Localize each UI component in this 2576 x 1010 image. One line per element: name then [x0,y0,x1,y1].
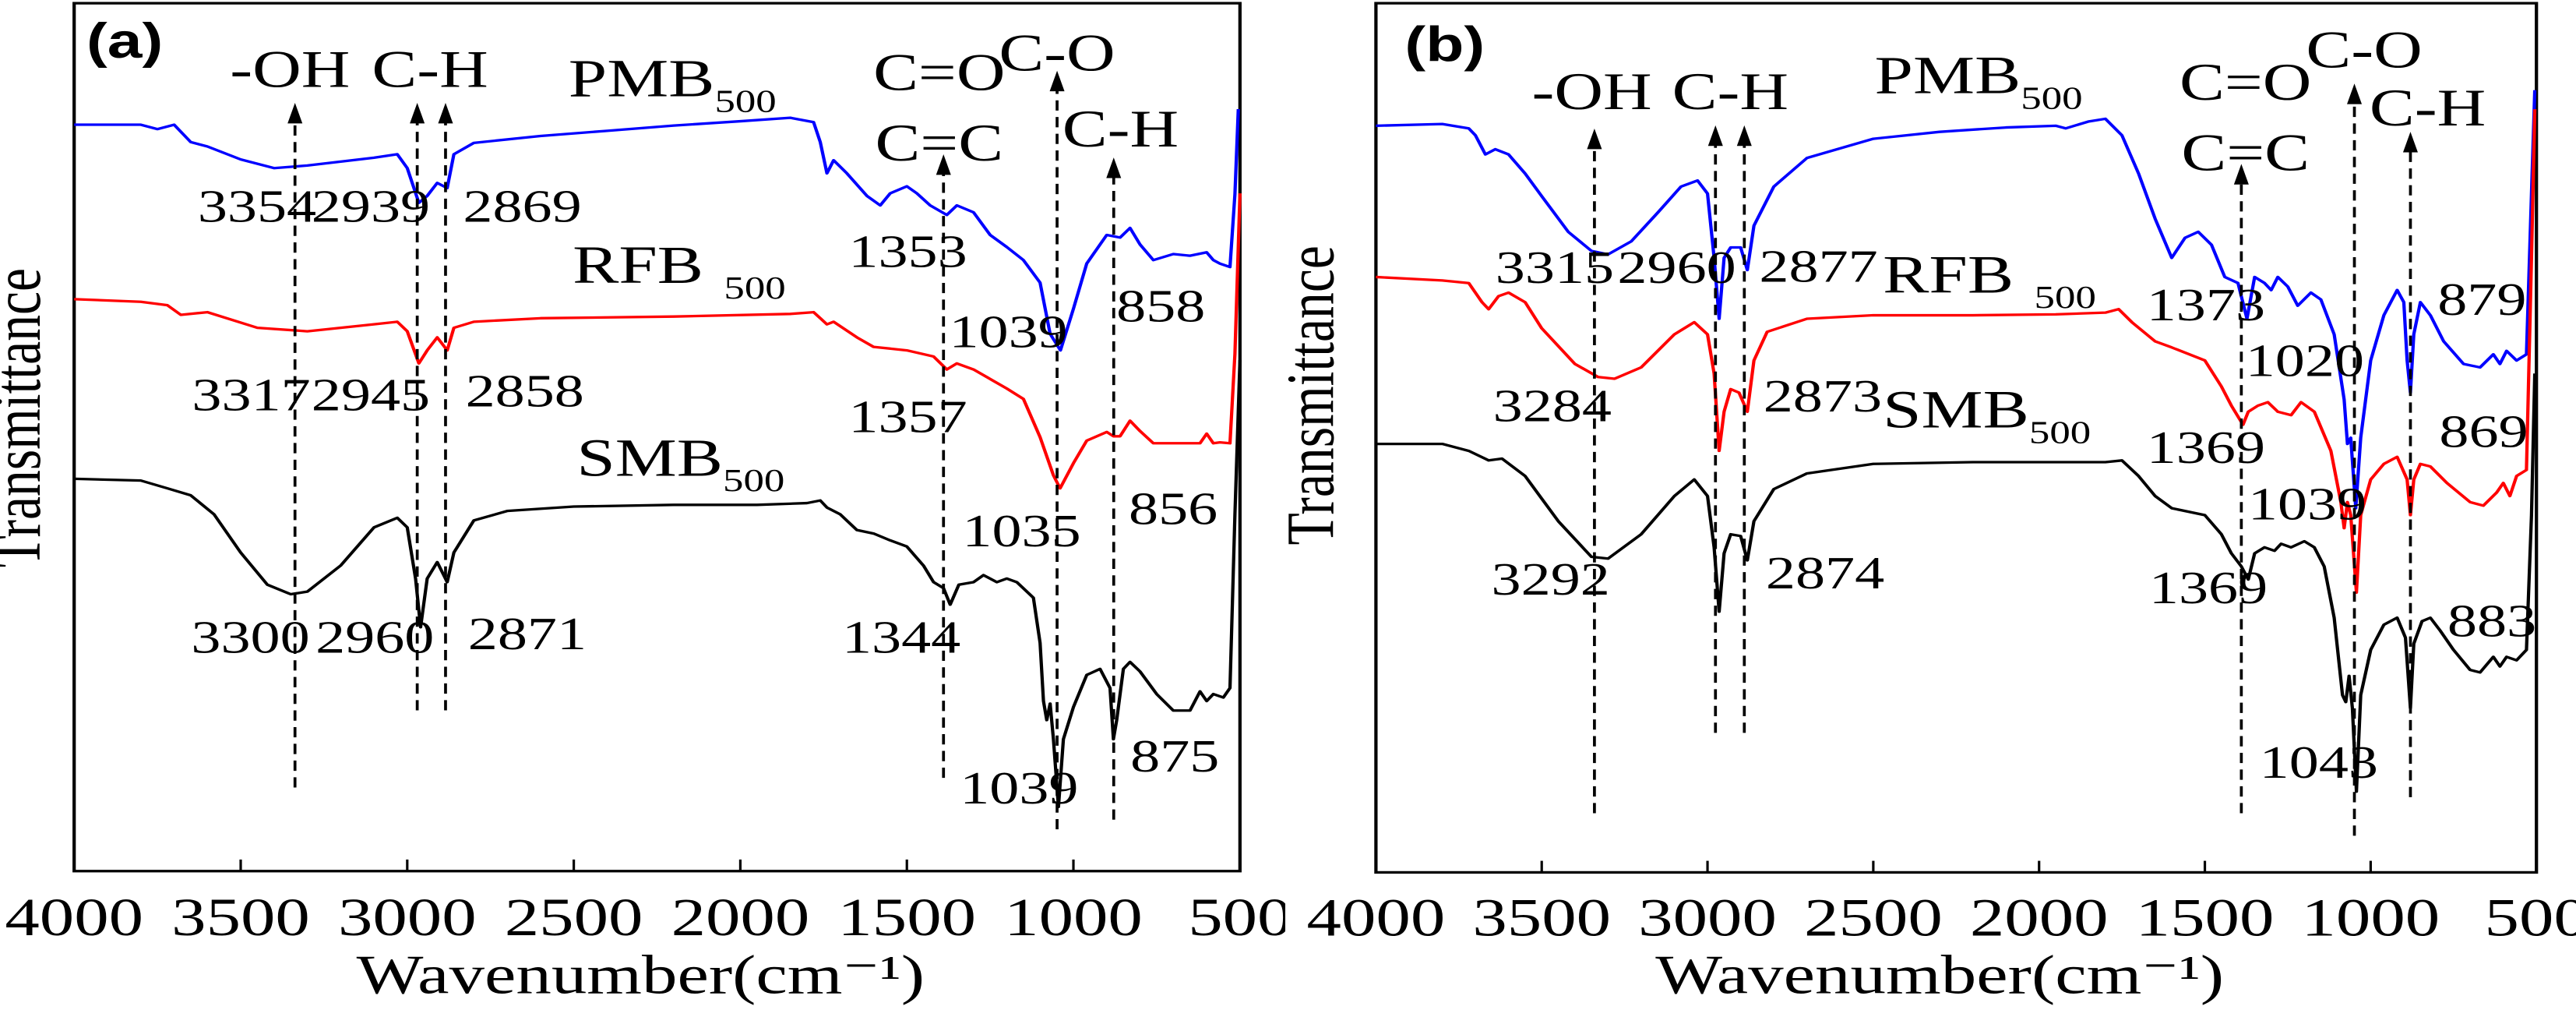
series-label-smb500: SMB500 [1883,380,2091,450]
ftir-chart-a: 4000 3500 3000 2500 2000 1500 1000 500 Wavenumbe… [0,2,1292,1005]
x-tick-label: 1500 [2136,888,2275,948]
x-tick-label: 1000 [2302,888,2440,948]
panel-label: (b) [1404,18,1485,72]
x-tick-label: 4000 [5,888,143,948]
series-line-smb500 [74,359,1242,809]
peak-label: 1039 [960,762,1078,814]
x-tick-label: 500 [1188,888,1285,948]
peak-label: 3354 [198,181,316,232]
arrow-up-icon [1707,125,1723,147]
panel-label: (a) [86,15,163,69]
x-tick-label: 4000 [1307,888,1446,948]
arrow-up-icon [2233,164,2249,185]
series-label-pmb500: PMB500 [1875,46,2083,116]
peak-label: 875 [1130,730,1219,782]
peak-label: 2877 [1759,240,1877,291]
band-label: C-H [1672,62,1788,121]
peak-label: 2960 [315,611,434,662]
peak-label: 2960 [1617,242,1736,293]
peak-label: 1043 [2260,736,2378,788]
peak-label: 2873 [1764,370,1882,422]
arrow-up-icon [410,102,425,124]
peak-label: 3292 [1492,553,1610,605]
arrow-up-icon [1049,70,1065,92]
arrow-up-icon [2346,83,2363,104]
peak-label: 3317 [192,369,310,420]
x-tick-label: 3000 [338,888,477,948]
series-label-rfb500: RFB 500 [573,235,786,305]
x-axis-label: Wavenumber(cm⁻¹) [357,944,925,1005]
x-tick-label: 3000 [1638,888,1777,948]
x-axis-label: Wavenumber(cm⁻¹) [1655,944,2224,1005]
peak-label: 856 [1129,482,1218,534]
arrow-up-icon [1736,125,1752,147]
band-label: -OH [1532,62,1652,121]
band-label: C-H [372,40,488,98]
peak-label: 1373 [2147,279,2265,330]
panel-b: 4000 3500 3000 2500 2000 1500 1000 500 Wavenumbe… [1273,0,2576,1006]
peak-label: 1039 [2248,478,2366,529]
plot-frame [72,2,1242,873]
arrow-up-icon [287,102,303,124]
x-tick-label: 1000 [1004,888,1143,948]
band-label: -OH [230,40,350,98]
peak-label: 2869 [463,181,581,232]
band-label: C-H [2370,79,2486,137]
peak-label: 1369 [2149,562,2268,613]
panel-a: 4000 3500 3000 2500 2000 1500 1000 500 Wavenumbe… [0,0,1292,1006]
series-line-pmb500 [1376,90,2537,510]
peak-label: 2939 [312,181,430,232]
arrow-up-icon [1106,157,1122,178]
x-tick-label: 2500 [505,888,643,948]
band-label: C-H [1062,100,1179,158]
x-tick-label: 2000 [671,888,810,948]
peak-label: 1344 [842,611,960,662]
series-line-rfb500 [1376,109,2537,594]
peak-label: 883 [2447,595,2536,647]
x-tick-label: 1500 [837,888,976,948]
peak-label: 879 [2437,274,2526,325]
arrow-up-icon [2402,132,2418,153]
x-tick-label: 3500 [171,888,310,948]
peak-label: 1039 [949,305,1067,357]
peak-label: 1035 [962,505,1080,556]
peak-label: 1369 [2147,422,2265,473]
y-axis-label: Transmittance [0,268,55,567]
arrow-up-icon [1587,128,1602,150]
peak-label: 1020 [2246,335,2364,387]
series-label-rfb500: RFB 500 [1883,245,2096,315]
x-tick-label: 2000 [1970,888,2109,948]
x-tick-label: 3500 [1472,888,1611,948]
peak-label: 2858 [466,365,584,416]
peak-label: 2871 [468,608,587,659]
peak-label: 858 [1116,280,1205,331]
series-label-pmb500: PMB500 [569,49,777,119]
peak-label: 2874 [1766,547,1884,599]
peak-label: 2945 [312,369,430,420]
peak-label: 1357 [848,390,967,442]
band-label: C=O [2180,53,2311,111]
band-label: C=C [2181,124,2310,182]
band-label: C-O [2306,21,2422,79]
peak-label: 3315 [1496,242,1614,293]
peak-label: 869 [2439,405,2528,457]
band-label: C=C [875,114,1003,172]
series-label-smb500: SMB500 [576,429,784,499]
peak-label: 3300 [191,611,309,662]
band-label: C-O [999,24,1115,83]
arrow-up-icon [438,102,453,124]
arrow-up-icon [936,154,951,175]
peak-label: 3284 [1493,380,1612,431]
y-axis-label: Transmittance [1285,245,1348,545]
x-tick-label: 500 [2485,888,2576,948]
series-line-smb500 [1376,373,2537,793]
series-line-rfb500 [74,193,1242,490]
x-tick-label: 2500 [1804,888,1943,948]
series-line-pmb500 [74,108,1240,352]
band-label: C=O [873,43,1005,101]
ftir-chart-b: 4000 3500 3000 2500 2000 1500 1000 500 Wavenumbe… [1273,2,2576,1005]
plot-frame [1374,2,2539,874]
peak-label: 1353 [848,225,967,277]
